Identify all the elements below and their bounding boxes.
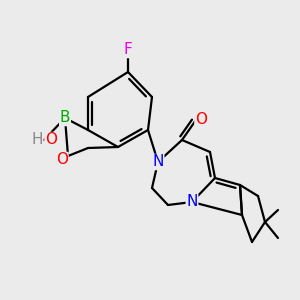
Text: B: B [60,110,70,125]
Text: N: N [186,194,198,209]
Text: O: O [56,152,68,167]
Text: H: H [31,133,43,148]
Text: O: O [45,133,57,148]
Text: N: N [152,154,164,169]
Text: F: F [124,43,132,58]
Text: O: O [195,112,207,128]
